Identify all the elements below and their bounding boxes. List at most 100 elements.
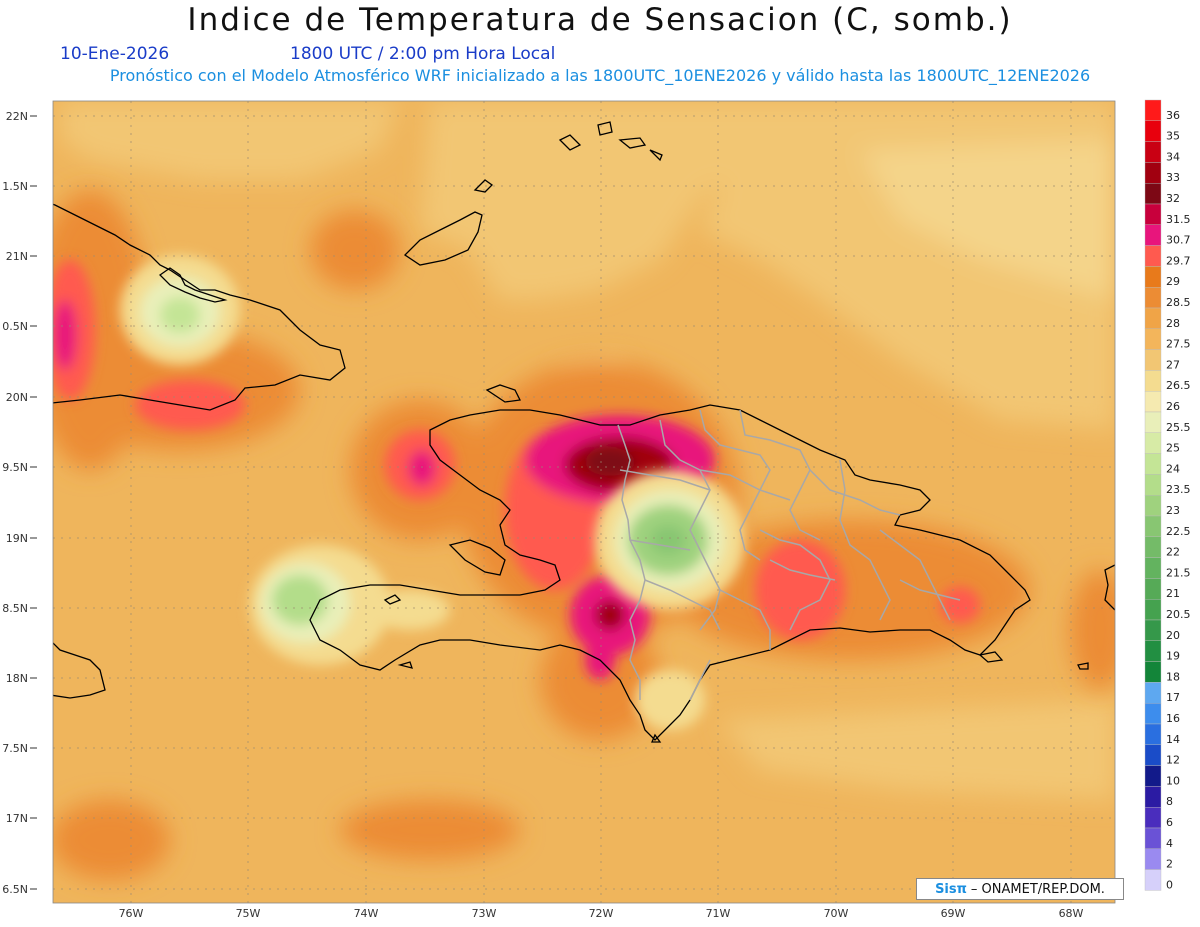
legend-label: 6 [1166,816,1173,829]
legend-swatch [1144,599,1162,621]
legend-swatch [1144,536,1162,558]
province-borders [617,409,961,701]
legend-swatch [1144,807,1162,829]
legend-label: 33 [1166,171,1180,184]
legend-swatch [1144,120,1162,142]
legend-swatch [1144,307,1162,329]
legend-swatch [1144,411,1162,433]
legend-label: 22 [1166,546,1180,559]
lat-tick-label: 1.5N [2,180,28,193]
latitude-axis: 22N 1.5N 21N 0.5N 20N 9.5N 19N 8.5N 18N 7.5N 17N 6.… [2,110,37,896]
legend-swatch [1144,765,1162,787]
lat-tick-label: 20N [6,391,28,404]
legend-swatch [1144,557,1162,579]
legend-label: 17 [1166,691,1180,704]
color-legend: 363534333231.530.729.72928.52827.52726.5… [1144,99,1191,891]
lat-tick-label: 0.5N [2,320,28,333]
forecast-time: 1800 UTC / 2:00 pm Hora Local [290,44,556,64]
legend-label: 29.7 [1166,254,1191,267]
legend-swatch [1144,432,1162,454]
legend-label: 27 [1166,358,1180,371]
lon-tick-label: 74W [354,907,379,920]
field-cool-zones [120,255,745,730]
legend-swatch [1144,848,1162,870]
cayemites [383,594,402,605]
legend-label: 12 [1166,754,1180,767]
tortuga-island [485,384,521,403]
lat-tick-label: 7.5N [2,742,28,755]
legend-swatch [1144,474,1162,496]
sispi-logo: Sisπ [935,881,967,897]
legend-label: 28.5 [1166,296,1191,309]
legend-swatch [1144,349,1162,371]
lat-tick-label: 17N [6,812,28,825]
map-grid [53,101,1115,903]
legend-label: 25.5 [1166,421,1191,434]
legend-swatch [1144,682,1162,704]
lon-tick-label: 75W [236,907,261,920]
lon-tick-label: 71W [706,907,731,920]
legend-label: 2 [1166,858,1173,871]
page-title: Indice de Temperatura de Sensacion (C, s… [187,2,1013,38]
lat-tick-label: 8.5N [2,602,28,615]
legend-label: 21 [1166,587,1180,600]
legend-swatch [1144,245,1162,267]
mona-island [1077,662,1089,670]
legend-label: 25 [1166,442,1180,455]
gonave-island [448,539,506,576]
legend-swatch [1144,744,1162,766]
credit-text: – ONAMET/REP.DOM. [970,881,1105,897]
lat-tick-label: 9.5N [2,461,28,474]
legend-swatch [1144,287,1162,309]
legend-swatch [1144,328,1162,350]
legend-label: 30.7 [1166,234,1191,247]
legend-label: 22.5 [1166,525,1191,538]
legend-swatch [1144,370,1162,392]
model-info: Pronóstico con el Modelo Atmosférico WRF… [109,66,1091,85]
haiti-dr-border [617,424,646,700]
legend-label: 26.5 [1166,379,1191,392]
legend-label: 35 [1166,130,1180,143]
credit-box: Sisπ – ONAMET/REP.DOM. [916,878,1124,900]
map-field [53,101,1115,903]
legend-swatch [1144,391,1162,413]
cuba-coast [53,203,346,411]
lat-tick-label: 19N [6,532,28,545]
coastlines [53,121,1115,743]
lat-tick-label: 18N [6,672,28,685]
legend-swatch [1144,453,1162,475]
acklins-island [473,179,494,193]
legend-label: 31.5 [1166,213,1191,226]
legend-label: 23 [1166,504,1180,517]
cuba-north-keys [158,267,228,303]
lon-tick-label: 69W [941,907,966,920]
legend-swatch [1144,182,1162,205]
caicos-islands [558,121,663,162]
legend-label: 34 [1166,150,1180,163]
legend-swatch [1144,869,1162,891]
lon-tick-label: 72W [589,907,614,920]
legend-label: 19 [1166,650,1180,663]
map-frame [52,100,1116,904]
legend-swatch [1144,266,1162,288]
legend-swatch [1144,786,1162,808]
legend-label: 16 [1166,712,1180,725]
field-light-zones [60,101,1115,800]
legend-label: 18 [1166,670,1180,683]
jamaica-coast [53,642,106,699]
lon-tick-label: 68W [1059,907,1084,920]
hispaniola-coast [309,404,1031,741]
legend-label: 20 [1166,629,1180,642]
longitude-axis: 76W 75W 74W 73W 72W 71W 70W 69W 68W [119,907,1084,920]
legend-swatch [1144,203,1162,225]
forecast-date: 10-Ene-2026 [60,44,170,64]
legend-label: 8 [1166,795,1173,808]
legend-swatch [1144,515,1162,537]
legend-swatch [1144,827,1162,849]
legend-label: 23.5 [1166,483,1191,496]
legend-swatch [1144,619,1162,641]
legend-swatch [1144,99,1162,121]
ile-a-vache [397,661,413,669]
legend-swatch [1144,224,1162,246]
